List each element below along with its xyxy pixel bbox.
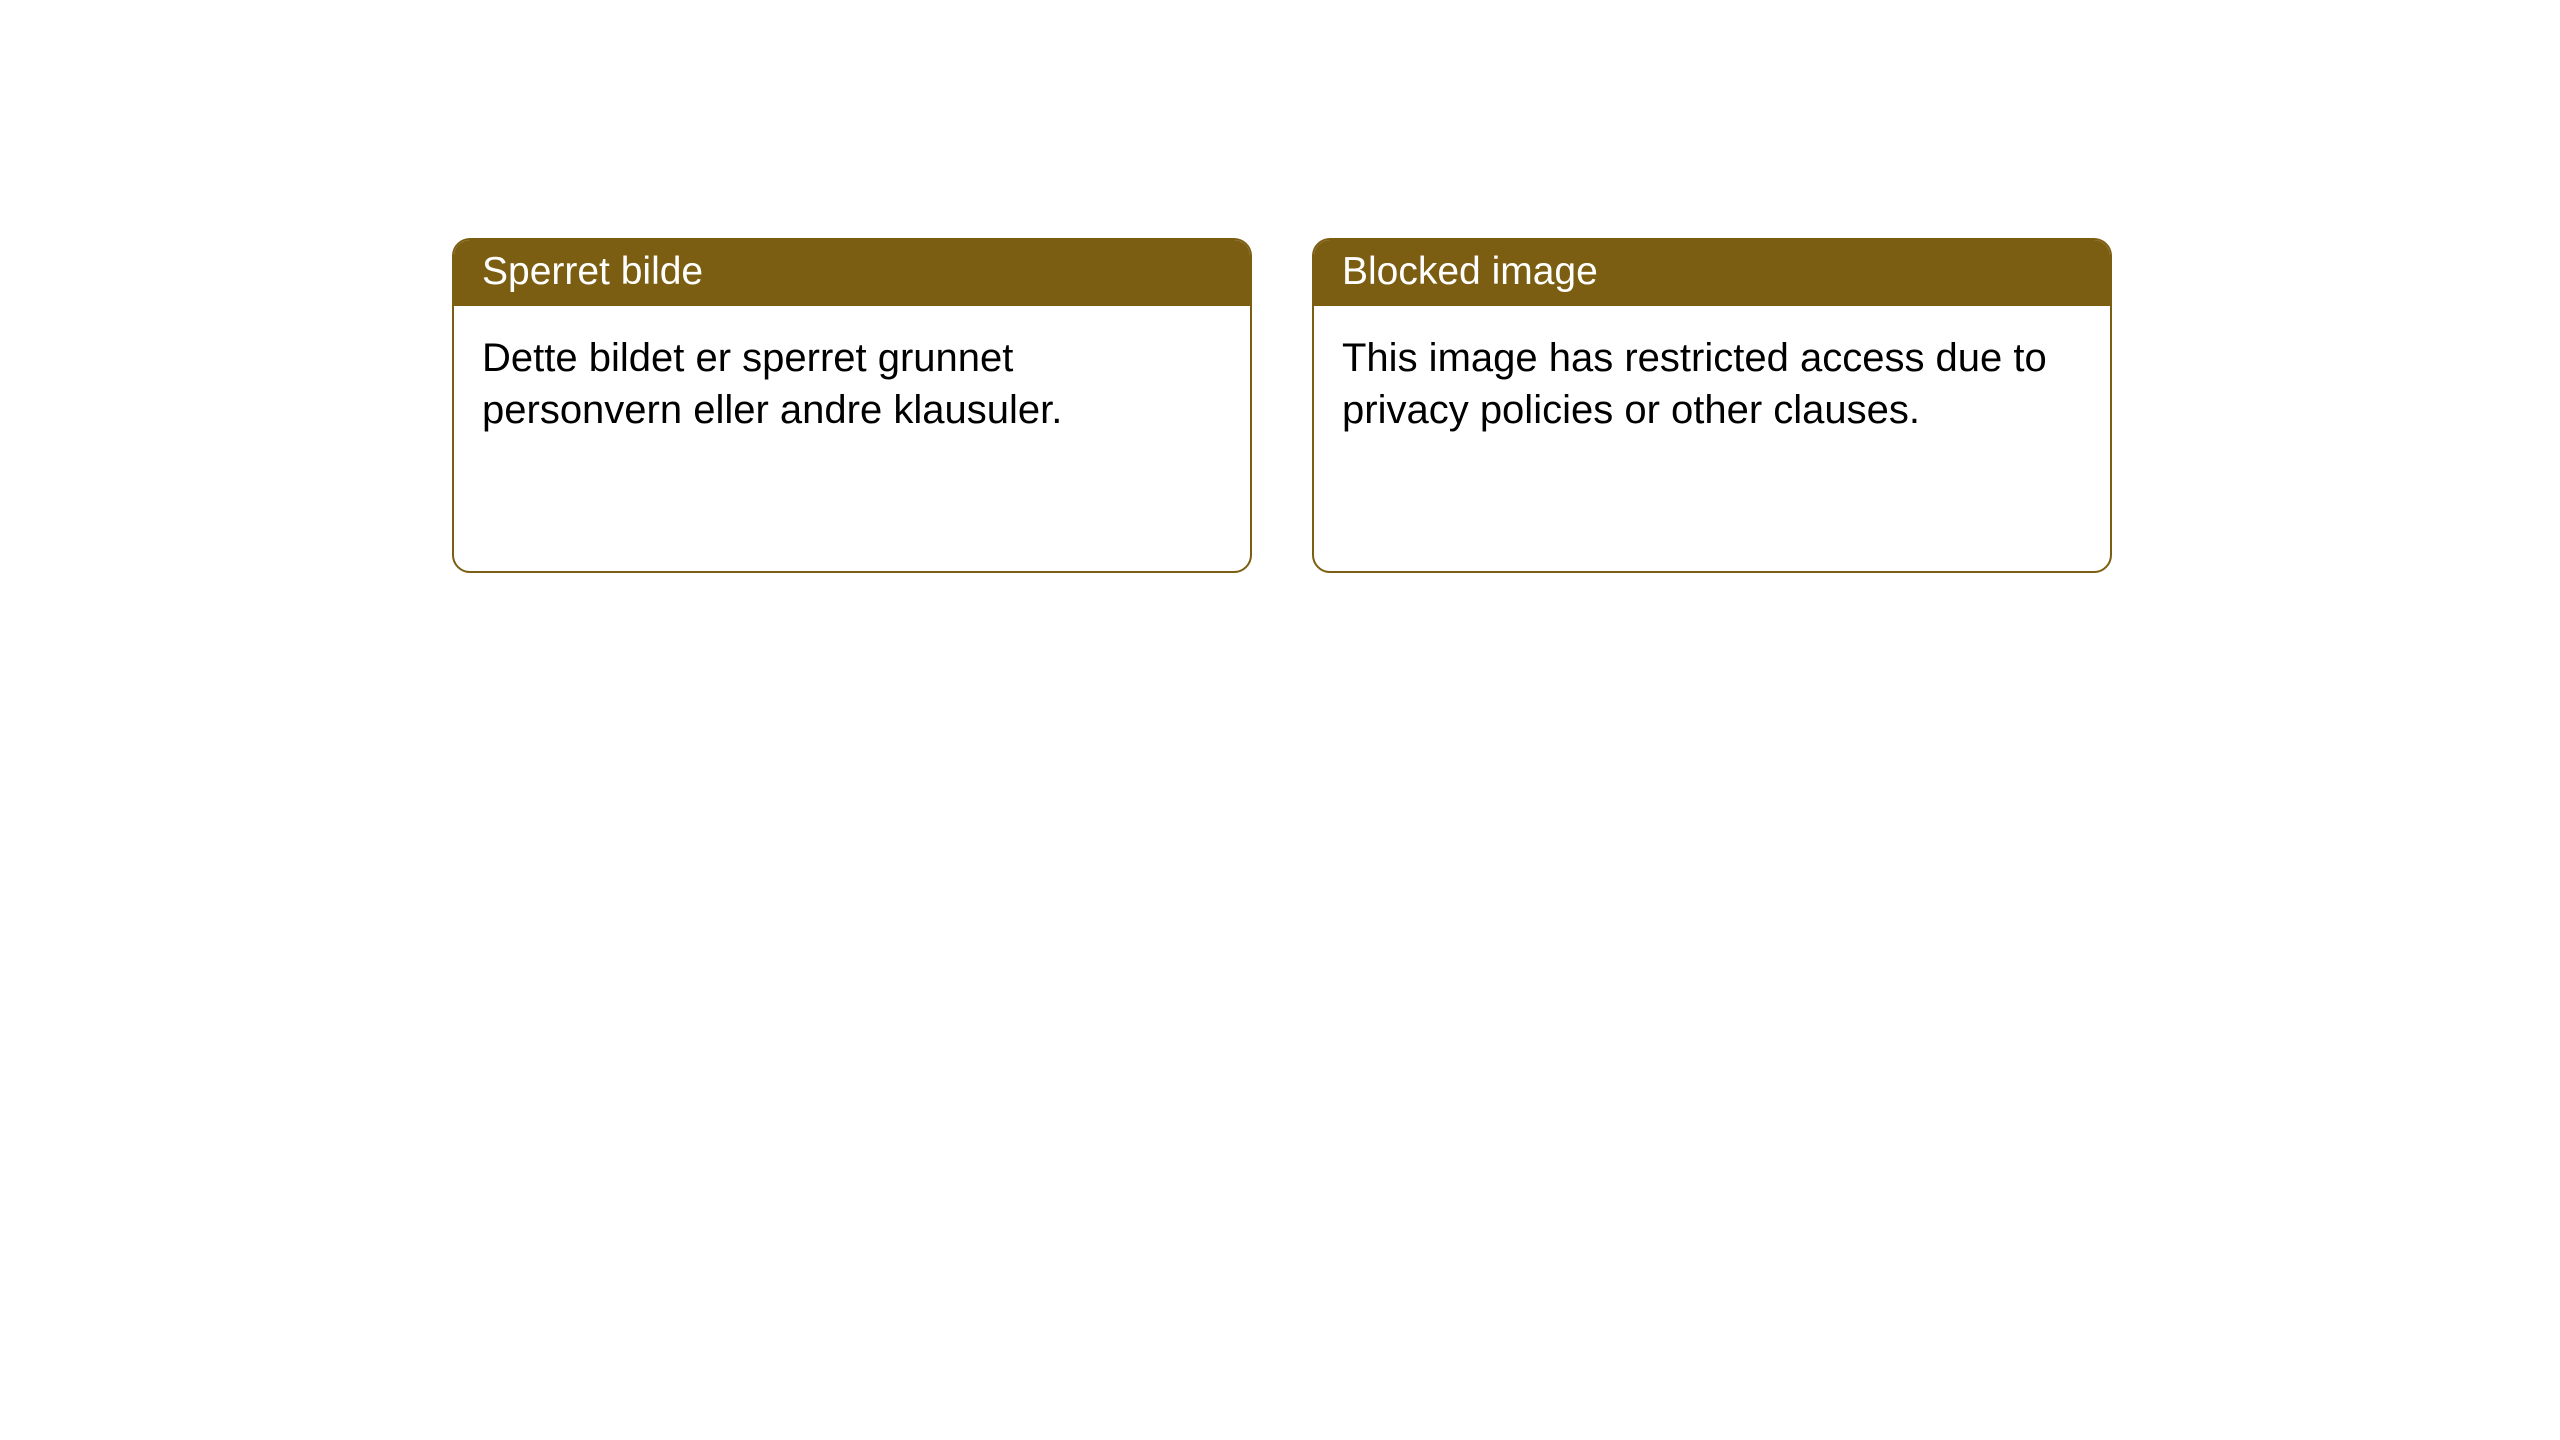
- notice-title-norwegian: Sperret bilde: [482, 250, 703, 293]
- notice-title-english: Blocked image: [1342, 250, 1598, 293]
- notice-body-english: This image has restricted access due to …: [1314, 306, 2110, 462]
- notice-text-english: This image has restricted access due to …: [1342, 336, 2047, 432]
- notice-card-english: Blocked image This image has restricted …: [1312, 238, 2112, 573]
- notice-header-norwegian: Sperret bilde: [454, 240, 1250, 306]
- notice-body-norwegian: Dette bildet er sperret grunnet personve…: [454, 306, 1250, 462]
- notice-container: Sperret bilde Dette bildet er sperret gr…: [0, 0, 2560, 573]
- notice-card-norwegian: Sperret bilde Dette bildet er sperret gr…: [452, 238, 1252, 573]
- notice-text-norwegian: Dette bildet er sperret grunnet personve…: [482, 336, 1062, 432]
- notice-header-english: Blocked image: [1314, 240, 2110, 306]
